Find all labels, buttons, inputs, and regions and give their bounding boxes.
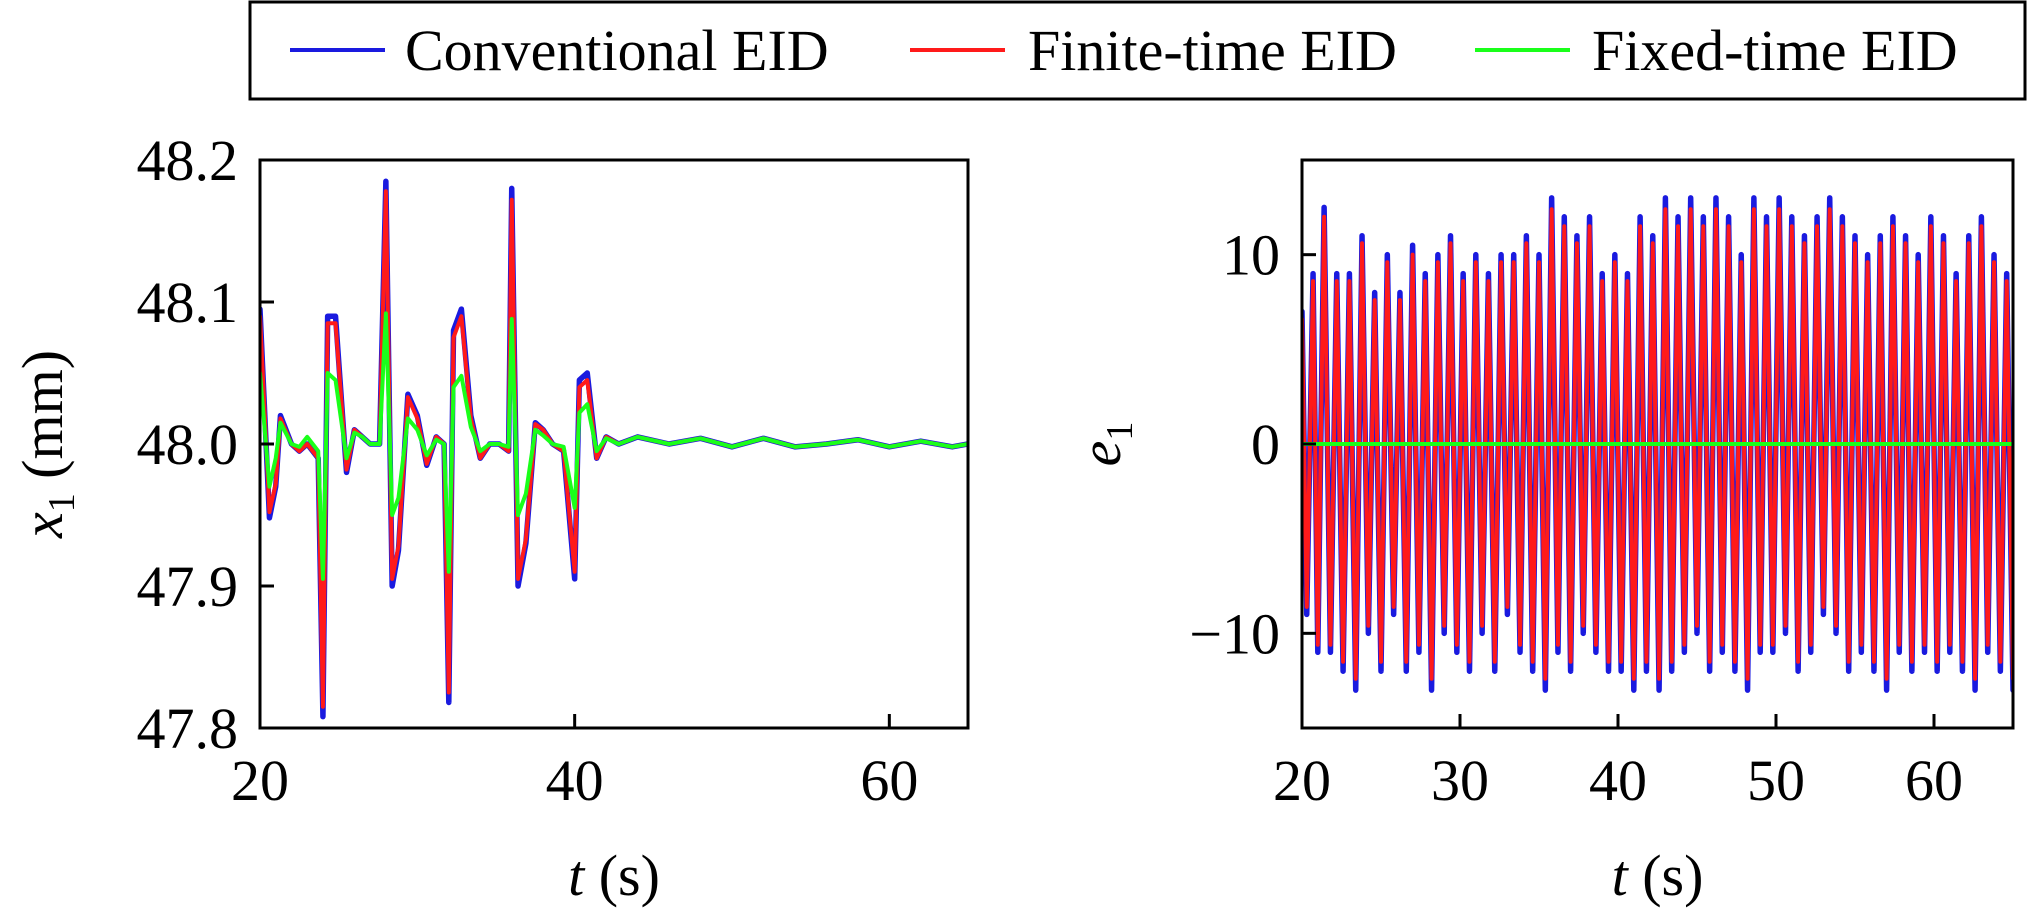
e1-ytick-label: 10 [1222, 223, 1280, 288]
x1-ytick-label: 48.0 [137, 412, 239, 477]
e1-ytick-label: −10 [1189, 601, 1280, 666]
e1-ylabel: e1 [1068, 422, 1141, 467]
e1-xtick-label: 50 [1747, 748, 1805, 813]
x1-series-conventional-eid [260, 178, 968, 720]
e1-xtick-label: 60 [1905, 748, 1963, 813]
x1-ytick-label: 47.9 [137, 554, 239, 619]
legend-frame [248, 0, 2027, 101]
x1-xtick-label: 60 [860, 748, 918, 813]
e1-xtick-label: 30 [1431, 748, 1489, 813]
x1-ytick-label: 47.8 [137, 696, 239, 761]
x1-xtick-label: 20 [231, 748, 289, 813]
legend: Conventional EID Finite-time EID Fixed-t… [248, 0, 2027, 101]
chart-x1: 20 40 60 47.8 47.9 48.0 48.1 48.2 t (s) x1 (mm) [10, 128, 970, 908]
legend-label-fixed: Fixed-time EID [1592, 18, 1958, 83]
e1-plot-area [1302, 195, 2013, 693]
chart-e1: 20 30 40 50 60 −10 0 10 t (s) e1 [1068, 158, 2015, 908]
x1-ytick-label: 48.2 [137, 128, 239, 193]
x1-series-finite-time-eid [260, 189, 968, 709]
x1-ylabel: x1 (mm) [10, 350, 83, 539]
e1-series-finite-time-eid [1302, 207, 2013, 681]
e1-xlabel: t (s) [1612, 843, 1704, 908]
x1-ytick-label: 48.1 [137, 270, 239, 335]
x1-xtick-label: 40 [546, 748, 604, 813]
legend-label-conventional: Conventional EID [405, 18, 829, 83]
e1-ytick-label: 0 [1251, 412, 1280, 477]
x1-plot-area [260, 178, 968, 720]
legend-label-finite: Finite-time EID [1028, 18, 1397, 83]
e1-xtick-label: 40 [1589, 748, 1647, 813]
x1-series-fixed-time-eid [260, 311, 968, 581]
e1-xtick-label: 20 [1273, 748, 1331, 813]
x1-xlabel: t (s) [568, 843, 660, 908]
